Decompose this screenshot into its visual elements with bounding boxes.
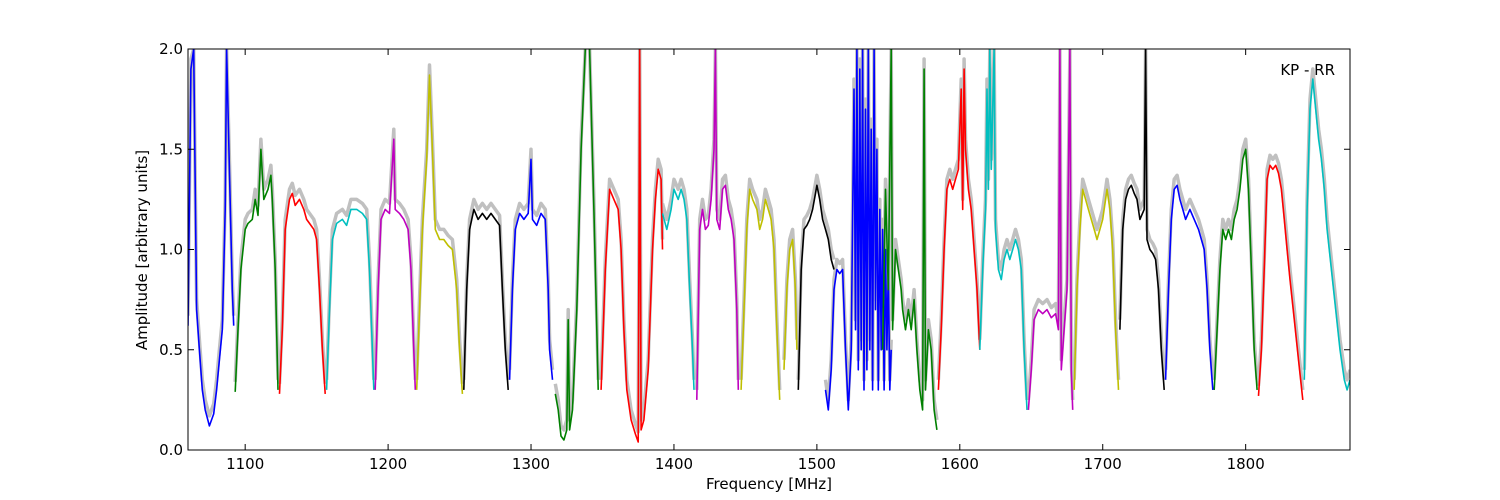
series-line-19: [937, 68, 981, 390]
x-tick-label: 1400: [655, 455, 693, 473]
x-tick-label: 1800: [1227, 455, 1265, 473]
x-tick-label: 1500: [798, 455, 836, 473]
x-axis: 1100 1200 1300 1400 1500 1600 1700 1800: [226, 49, 1265, 473]
series-line-10: [588, 49, 599, 390]
series-line-21: [1027, 49, 1074, 410]
x-tick-label: 1200: [369, 455, 407, 473]
series-line-7: [463, 208, 509, 390]
y-tick-label: 0.0: [159, 441, 183, 459]
series-line-9: [554, 49, 587, 441]
x-tick-label: 1600: [941, 455, 979, 473]
series-line-20: [979, 49, 1028, 410]
series-line-17: [824, 49, 892, 411]
series-line-8: [508, 158, 554, 380]
background-trace: [796, 173, 836, 380]
y-tick-label: 1.5: [159, 140, 183, 158]
series-line-11: [600, 49, 664, 443]
x-tick-label: 1300: [512, 455, 550, 473]
series-line-3: [278, 192, 326, 394]
series-line-27: [1303, 78, 1350, 391]
x-tick-label: 1100: [226, 455, 264, 473]
y-axis-label: Amplitude [arbitrary units]: [133, 150, 151, 350]
series-line-2: [234, 148, 279, 392]
x-tick-label: 1700: [1084, 455, 1122, 473]
y-axis: 0.0 0.5 1.0 1.5 2.0: [159, 40, 1350, 459]
series-line-6: [415, 74, 464, 394]
series-line-4: [325, 208, 375, 390]
series-line-1: [188, 49, 235, 427]
series-line-23: [1119, 49, 1165, 390]
series-line-24: [1164, 184, 1214, 390]
series-line-25: [1213, 148, 1258, 390]
series-line-5: [374, 138, 417, 390]
series-line-22: [1073, 188, 1120, 390]
background-trace: [1302, 67, 1350, 382]
y-tick-label: 1.0: [159, 241, 183, 259]
series-line-15: [783, 238, 798, 370]
series-line-16: [797, 184, 835, 390]
series-line-14: [740, 188, 781, 400]
background-trace: [823, 49, 893, 402]
plot-area: [187, 48, 1351, 451]
x-axis-label: Frequency [MHz]: [706, 475, 832, 493]
series-line-18: [881, 49, 938, 431]
series-layer: [188, 49, 1350, 443]
series-line-13: [696, 49, 740, 400]
y-tick-label: 0.5: [159, 341, 183, 359]
chart-annotation: KP - RR: [1280, 61, 1335, 79]
series-line-12: [661, 188, 695, 390]
y-tick-label: 2.0: [159, 40, 183, 58]
series-line-26: [1257, 164, 1304, 400]
